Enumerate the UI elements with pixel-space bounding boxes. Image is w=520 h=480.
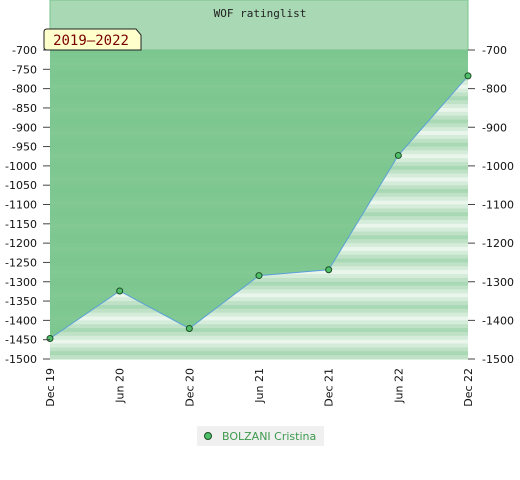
band — [50, 289, 468, 294]
y-tick-right: -1300 — [482, 276, 514, 289]
chart-title: WOF ratinglist — [214, 7, 307, 20]
y-tick-left: -1150 — [5, 218, 37, 231]
band — [50, 324, 468, 329]
data-point-dec-22 — [464, 72, 472, 80]
y-tick-left: -1450 — [5, 334, 37, 347]
x-tick-label: Dec 22 — [462, 368, 475, 407]
band — [50, 351, 468, 356]
y-tick-left: -1500 — [5, 353, 37, 366]
x-axis: Dec 19 Jun 20 Dec 20 Jun 21 Dec 21 Jun 22 Dec … — [44, 368, 475, 407]
y-axis-right: -700 -800 -900 -1000 -1100 -1200 -1300 -1400 -15… — [468, 44, 514, 366]
y-tick-left: -950 — [12, 141, 37, 154]
legend: BOLZANI Cristina — [197, 426, 324, 446]
date-range-badge: 2019–2022 — [43, 28, 142, 51]
y-tick-right: -1200 — [482, 237, 514, 250]
y-tick-right: -1100 — [482, 199, 514, 212]
data-points — [46, 72, 472, 343]
band — [50, 293, 468, 298]
y-tick-left: -1000 — [5, 160, 37, 173]
y-axis-left: -700 -750 -800 -850 -900 -950 -1000 -1050 -1100 -… — [5, 44, 50, 366]
y-tick-right: -1500 — [482, 353, 514, 366]
y-tick-left: -1250 — [5, 256, 37, 269]
band — [50, 301, 468, 306]
data-point-dec-20 — [185, 324, 193, 332]
date-range-label: 2019–2022 — [53, 33, 129, 49]
legend-marker-icon — [204, 432, 212, 440]
x-tick-label: Dec 21 — [323, 368, 336, 407]
data-point-jun-21 — [255, 272, 263, 280]
y-tick-left: -850 — [12, 102, 37, 115]
band — [50, 312, 468, 318]
x-tick-label: Jun 20 — [114, 368, 127, 404]
y-tick-right: -700 — [482, 44, 507, 57]
y-tick-right: -900 — [482, 121, 507, 134]
rating-area — [50, 50, 468, 339]
y-tick-left: -800 — [12, 83, 37, 96]
y-tick-left: -1350 — [5, 295, 37, 308]
band — [50, 285, 468, 290]
band — [50, 339, 468, 345]
y-tick-left: -1300 — [5, 276, 37, 289]
data-point-dec-21 — [325, 266, 333, 274]
band — [50, 281, 468, 287]
band — [50, 316, 468, 321]
legend-label: BOLZANI Cristina — [222, 429, 317, 443]
x-tick-label: Dec 19 — [44, 368, 57, 407]
band — [50, 355, 468, 360]
band — [50, 335, 468, 341]
x-tick-label: Jun 21 — [253, 368, 266, 404]
data-point-jun-22 — [394, 151, 402, 159]
band — [50, 331, 468, 337]
y-tick-left: -700 — [12, 44, 37, 57]
band — [50, 320, 468, 325]
band — [50, 343, 468, 348]
y-tick-left: -750 — [12, 63, 37, 76]
y-tick-left: -1400 — [5, 314, 37, 327]
band — [50, 308, 468, 314]
x-tick-label: Jun 22 — [392, 368, 405, 404]
data-point-jun-20 — [116, 287, 124, 295]
band — [50, 347, 468, 352]
band — [50, 304, 468, 310]
y-tick-right: -1400 — [482, 314, 514, 327]
y-tick-left: -1200 — [5, 237, 37, 250]
data-point-dec-19 — [46, 335, 54, 343]
y-tick-left: -900 — [12, 121, 37, 134]
band — [50, 277, 468, 283]
y-tick-right: -800 — [482, 83, 507, 96]
x-tick-label: Dec 20 — [183, 368, 196, 407]
y-tick-right: -1000 — [482, 160, 514, 173]
y-tick-left: -1100 — [5, 199, 37, 212]
band — [50, 297, 468, 302]
y-tick-left: -1050 — [5, 179, 37, 192]
band — [50, 328, 468, 333]
